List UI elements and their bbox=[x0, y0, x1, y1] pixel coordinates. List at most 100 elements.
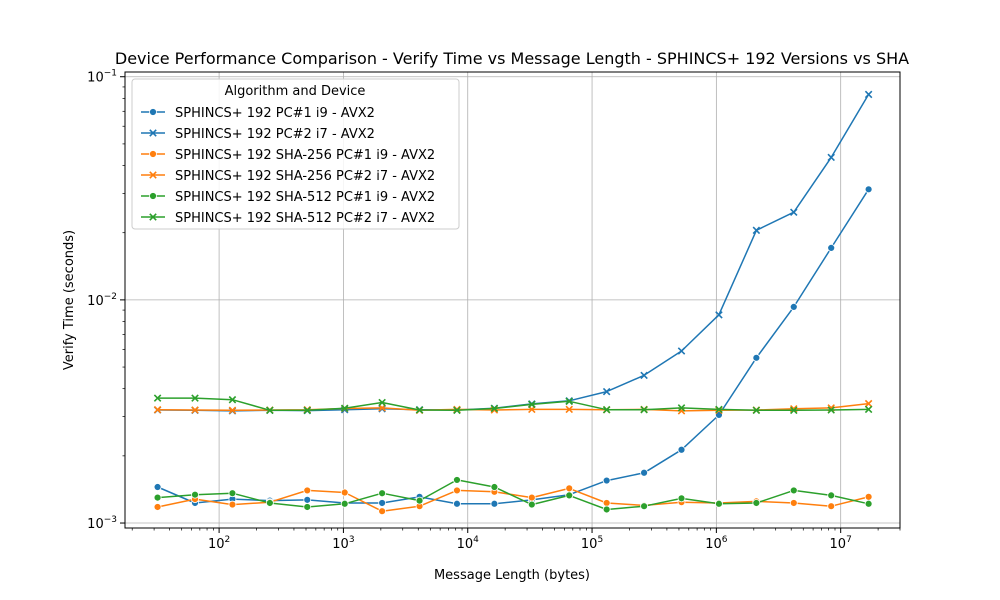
data-point bbox=[191, 406, 199, 414]
data-point bbox=[191, 394, 199, 402]
data-point bbox=[378, 489, 387, 498]
legend-entry: SPHINCS+ 192 SHA-256 PC#2 i7 - AVX2 bbox=[141, 169, 435, 184]
data-point bbox=[453, 499, 461, 508]
data-point bbox=[565, 491, 574, 500]
data-point bbox=[789, 486, 798, 495]
data-point bbox=[228, 489, 237, 498]
x-tick-label: 102 bbox=[208, 535, 230, 552]
legend-marker bbox=[149, 171, 157, 179]
data-point bbox=[340, 404, 349, 412]
series-line bbox=[157, 487, 869, 512]
legend-label: SPHINCS+ 192 PC#1 i9 - AVX2 bbox=[175, 106, 375, 121]
data-point bbox=[303, 406, 312, 415]
data-point bbox=[640, 371, 648, 380]
data-point bbox=[490, 404, 499, 413]
series-line bbox=[157, 397, 869, 412]
data-point bbox=[153, 493, 162, 502]
data-point bbox=[266, 406, 274, 415]
legend-box bbox=[131, 78, 460, 230]
data-point bbox=[378, 499, 387, 507]
y-axis-label: Verify Time (seconds) bbox=[62, 230, 77, 370]
series-layer bbox=[153, 90, 873, 516]
data-point bbox=[827, 243, 836, 252]
data-point bbox=[303, 503, 312, 511]
data-point bbox=[265, 499, 274, 507]
data-point bbox=[378, 404, 386, 412]
legend-marker bbox=[149, 213, 157, 221]
x-tick-label: 103 bbox=[332, 535, 354, 552]
data-point bbox=[715, 499, 723, 508]
legend-entry: SPHINCS+ 192 PC#2 i7 - AVX2 bbox=[141, 127, 375, 142]
legend-label: SPHINCS+ 192 SHA-512 PC#2 i7 - AVX2 bbox=[175, 211, 435, 226]
data-point bbox=[602, 505, 611, 514]
data-point bbox=[453, 486, 461, 495]
data-point bbox=[228, 406, 237, 415]
legend-label: SPHINCS+ 192 SHA-512 PC#1 i9 - AVX2 bbox=[175, 190, 435, 205]
series-6 bbox=[153, 394, 873, 415]
data-point bbox=[827, 491, 836, 500]
data-point bbox=[640, 468, 648, 477]
data-point bbox=[864, 405, 873, 414]
data-point bbox=[340, 499, 349, 508]
data-point bbox=[415, 496, 424, 505]
data-point bbox=[453, 476, 461, 484]
data-point bbox=[228, 500, 237, 509]
data-point bbox=[602, 387, 611, 396]
data-point bbox=[864, 185, 873, 194]
data-point bbox=[565, 397, 574, 406]
legend-marker bbox=[149, 129, 157, 137]
data-point bbox=[864, 492, 873, 501]
data-point bbox=[864, 499, 873, 508]
data-point bbox=[153, 483, 162, 491]
data-point bbox=[752, 406, 761, 415]
data-point bbox=[378, 507, 387, 516]
data-point bbox=[490, 499, 499, 508]
legend-marker bbox=[149, 108, 157, 116]
data-point bbox=[715, 411, 723, 419]
legend-entry: SPHINCS+ 192 SHA-256 PC#1 i9 - AVX2 bbox=[141, 148, 435, 163]
legend-entry: SPHINCS+ 192 SHA-512 PC#2 i7 - AVX2 bbox=[141, 211, 435, 226]
data-point bbox=[378, 398, 386, 407]
data-point bbox=[528, 400, 536, 409]
data-point bbox=[864, 399, 873, 408]
data-point bbox=[602, 405, 611, 414]
data-point bbox=[677, 347, 686, 355]
x-tick-label: 104 bbox=[457, 535, 480, 552]
data-point bbox=[827, 502, 836, 511]
data-point bbox=[228, 395, 237, 404]
data-point bbox=[602, 476, 611, 485]
y-tick-label: 10−3 bbox=[87, 515, 117, 532]
data-point bbox=[677, 494, 686, 503]
data-point bbox=[790, 406, 798, 415]
y-tick-label: 10−1 bbox=[87, 69, 117, 86]
legend-label: SPHINCS+ 192 SHA-256 PC#1 i9 - AVX2 bbox=[175, 148, 435, 163]
data-point bbox=[752, 499, 761, 507]
data-point bbox=[340, 488, 349, 497]
data-point bbox=[677, 445, 686, 454]
data-point bbox=[490, 483, 499, 491]
legend-entry: SPHINCS+ 192 PC#1 i9 - AVX2 bbox=[141, 106, 375, 121]
y-tick-label: 10−2 bbox=[87, 292, 117, 309]
data-point bbox=[640, 405, 648, 414]
data-point bbox=[827, 153, 835, 162]
data-point bbox=[565, 405, 574, 414]
data-point bbox=[752, 226, 761, 235]
x-axis-label: Message Length (bytes) bbox=[434, 568, 590, 583]
data-point bbox=[303, 495, 312, 504]
data-point bbox=[864, 90, 873, 99]
legend: Algorithm and Device SPHINCS+ 192 PC#1 i… bbox=[131, 78, 460, 230]
data-point bbox=[640, 502, 648, 511]
data-point bbox=[153, 394, 162, 402]
grid-layer bbox=[125, 72, 900, 528]
series-line bbox=[157, 479, 869, 511]
x-tick-label: 106 bbox=[705, 535, 728, 552]
data-point bbox=[715, 405, 723, 414]
data-point bbox=[153, 503, 162, 511]
data-point bbox=[303, 486, 312, 495]
data-point bbox=[527, 500, 536, 509]
data-point bbox=[677, 404, 686, 412]
tick-layer: 102 103 104 105 106 107 10−3 10−2 10−1 bbox=[87, 69, 901, 552]
data-point bbox=[191, 490, 199, 499]
data-point bbox=[789, 303, 798, 311]
